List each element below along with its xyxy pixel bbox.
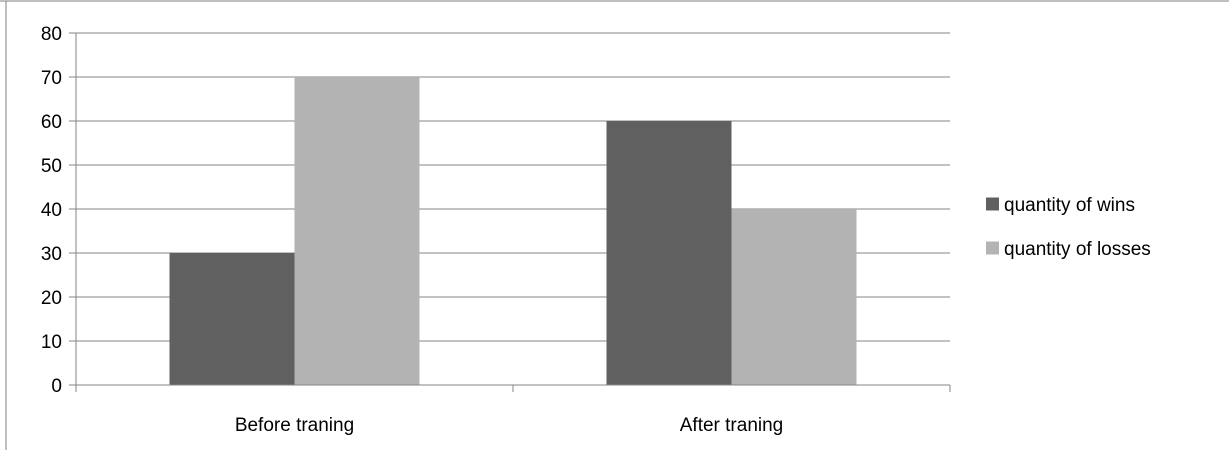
y-tick-label: 10 <box>41 332 62 353</box>
legend-label: quantity of wins <box>1004 195 1135 216</box>
legend-swatch <box>986 241 999 255</box>
bars <box>169 77 857 385</box>
x-category-label: Before traning <box>235 415 354 436</box>
x-category-label: After traning <box>680 415 784 436</box>
y-tick-label: 70 <box>41 68 62 89</box>
y-tick-label: 50 <box>41 156 62 177</box>
legend-swatch <box>986 197 999 211</box>
bar-quantity-of-losses <box>731 209 857 385</box>
y-tick-label: 0 <box>51 376 62 397</box>
y-tick-label: 20 <box>41 288 62 309</box>
bar-quantity-of-wins <box>606 121 732 385</box>
y-tick-labels: 0 10 20 30 40 50 60 70 80 <box>41 24 62 397</box>
y-tick-label: 40 <box>41 200 62 221</box>
legend-label: quantity of losses <box>1004 239 1151 260</box>
y-tick-label: 60 <box>41 112 62 133</box>
axes <box>69 32 951 392</box>
y-tick-label: 30 <box>41 244 62 265</box>
y-tick-label: 80 <box>41 24 62 45</box>
bar-quantity-of-losses <box>294 77 420 385</box>
bar-quantity-of-wins <box>169 253 295 385</box>
legend: quantity of wins quantity of losses <box>986 195 1151 260</box>
x-category-labels: Before traning After traning <box>235 415 783 436</box>
